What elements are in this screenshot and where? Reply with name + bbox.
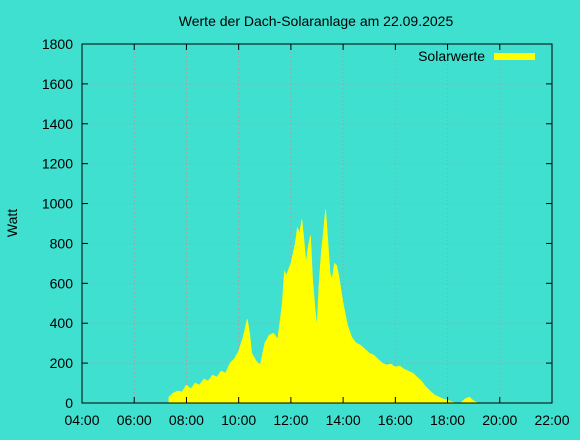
x-tick-label: 08:00 xyxy=(169,412,204,428)
y-tick-label: 1800 xyxy=(42,36,73,52)
plot-frame xyxy=(81,43,553,404)
x-tick-label: 12:00 xyxy=(273,412,308,428)
x-tick-label: 16:00 xyxy=(378,412,413,428)
y-tick-label: 1000 xyxy=(42,196,73,212)
y-tick-label: 1600 xyxy=(42,76,73,92)
y-tick-label: 1400 xyxy=(42,116,73,132)
chart-title: Werte der Dach-Solaranlage am 22.09.2025 xyxy=(179,13,454,29)
x-tick-label: 20:00 xyxy=(482,412,517,428)
x-tick-label: 04:00 xyxy=(64,412,99,428)
x-tick-label: 06:00 xyxy=(117,412,152,428)
x-tick-label: 22:00 xyxy=(534,412,569,428)
solar-area-series xyxy=(168,209,479,404)
y-tick-label: 1200 xyxy=(42,156,73,172)
y-tick-label: 800 xyxy=(50,235,74,251)
tick-layer: 0 200 400 600 800 1000 1200 1400 1600 1800 04:00 06… xyxy=(42,36,570,428)
legend: Solarwerte xyxy=(418,48,535,64)
x-tick-label: 10:00 xyxy=(221,412,256,428)
y-tick-label: 600 xyxy=(50,275,74,291)
y-tick-label: 200 xyxy=(50,355,74,371)
y-axis-label: Watt xyxy=(4,209,20,237)
series-layer xyxy=(168,209,479,404)
x-tick-label: 18:00 xyxy=(430,412,465,428)
legend-swatch xyxy=(494,53,535,60)
y-tick-label: 0 xyxy=(65,395,73,411)
y-tick-label: 400 xyxy=(50,315,74,331)
x-tick-label: 14:00 xyxy=(326,412,361,428)
legend-label: Solarwerte xyxy=(418,48,485,64)
